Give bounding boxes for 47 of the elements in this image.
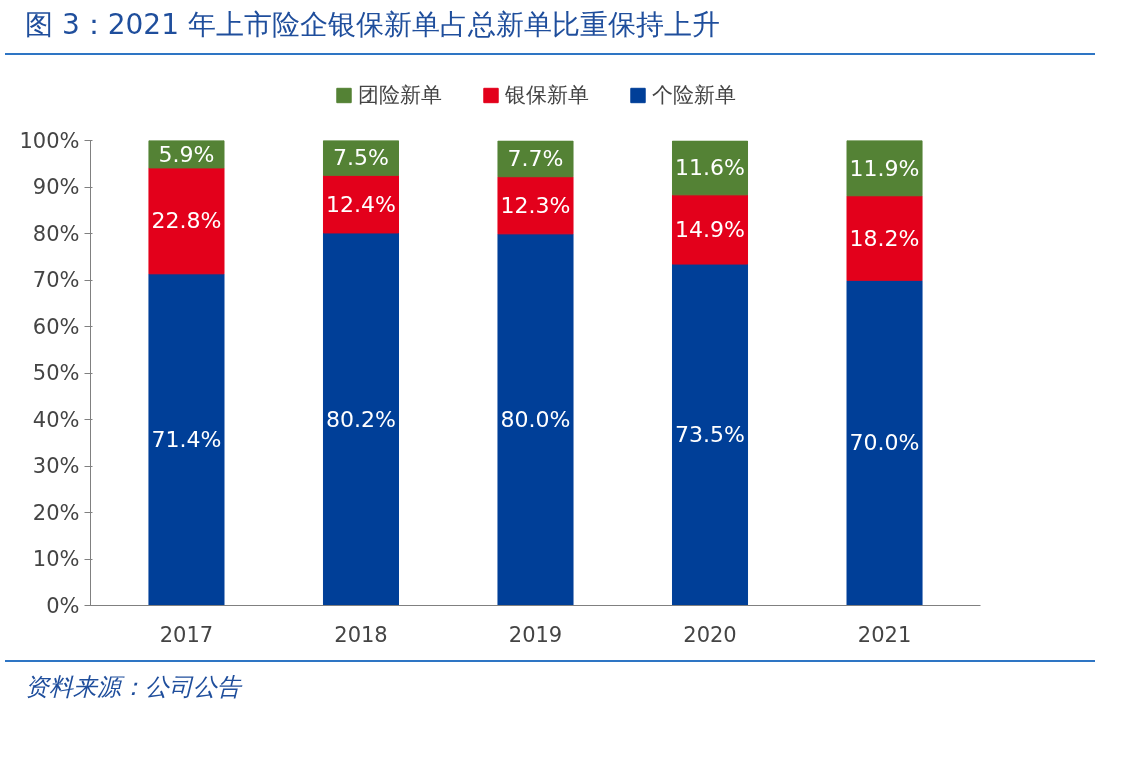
legend-label: 团险新单 — [357, 82, 442, 109]
y-tick-label: 10% — [32, 547, 80, 572]
data-label: 73.5% — [675, 422, 745, 448]
x-tick-label: 2020 — [683, 622, 737, 647]
data-label: 12.4% — [326, 191, 396, 217]
x-tick-label: 2021 — [857, 622, 912, 647]
data-label: 18.2% — [849, 225, 920, 251]
bar — [322, 232, 400, 606]
data-label: 11.9% — [849, 155, 920, 181]
data-label: 12.3% — [500, 192, 571, 218]
data-label: 80.0% — [500, 407, 571, 433]
data-label: 14.9% — [675, 216, 745, 242]
data-label: 70.0% — [849, 430, 920, 456]
text: 资料来源：公司公告 — [25, 672, 241, 703]
y-tick-label: 100% — [19, 128, 80, 153]
y-tick-label: 30% — [32, 454, 80, 479]
y-tick-label: 20% — [32, 500, 80, 525]
bar — [846, 279, 923, 606]
y-tick-label: 50% — [32, 361, 80, 386]
x-tick-label: 2018 — [334, 622, 388, 647]
bar — [671, 140, 749, 196]
x-tick-label: 2017 — [159, 622, 214, 647]
y-tick-label: 70% — [32, 268, 80, 293]
y-tick-label: 80% — [32, 221, 80, 246]
bar — [148, 273, 225, 606]
bar — [148, 167, 225, 275]
data-label: 7.5% — [333, 145, 389, 171]
data-label: 22.8% — [151, 208, 222, 234]
data-label: 5.9% — [158, 141, 215, 167]
legend-label: 个险新单 — [651, 82, 736, 109]
data-label: 7.7% — [507, 146, 564, 172]
y-tick-label: 90% — [32, 175, 80, 200]
chart-title: 图 3：2021 年上市险企银保新单占总新单比重保持上升 — [25, 7, 720, 43]
x-tick-label: 2019 — [508, 622, 563, 647]
bar — [846, 140, 923, 197]
y-tick-label: 60% — [32, 314, 80, 339]
bar — [671, 194, 749, 265]
bar — [671, 263, 749, 606]
bar — [846, 195, 923, 281]
data-label: 71.4% — [151, 427, 222, 453]
y-tick-label: 40% — [32, 407, 80, 432]
y-tick-label: 0% — [46, 593, 80, 618]
data-label: 80.2% — [326, 406, 396, 432]
bar — [497, 233, 574, 606]
data-label: 11.6% — [675, 155, 745, 181]
legend-label: 银保新单 — [504, 82, 589, 109]
bar — [497, 176, 574, 235]
